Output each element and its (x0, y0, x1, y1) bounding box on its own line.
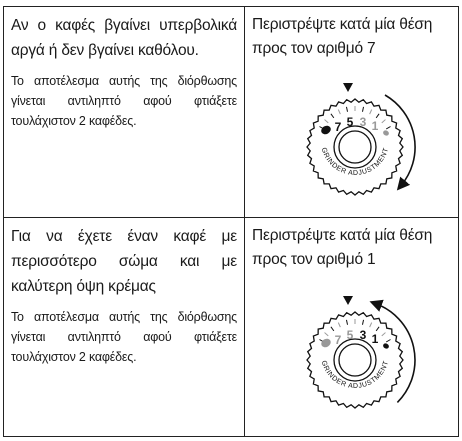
dial-tick (330, 113, 335, 119)
dial-knob (338, 130, 372, 164)
dial-tick (385, 339, 391, 343)
rotation-arrow (369, 299, 416, 403)
problem-cell: Αν ο καφές βγαίνει υπερβολικά αργά ή δεν… (3, 6, 245, 218)
dial-tick (369, 109, 373, 115)
dial-tick (330, 326, 335, 332)
dial-tick (375, 113, 380, 119)
fine-mark (383, 343, 389, 349)
dial-number: 3 (360, 115, 367, 129)
dial-tick (385, 126, 391, 130)
dial-tick (381, 332, 386, 337)
dial-tick (345, 106, 349, 112)
action-text: Περιστρέψτε κατά μία θέση προς τον αριθμ… (252, 227, 433, 268)
rotation-arrow (384, 94, 416, 191)
dial-tick (369, 322, 373, 328)
pointer (343, 83, 353, 92)
problem-text: Αν ο καφές βγαίνει υπερβολικά αργά ή δεν… (11, 17, 237, 59)
dial-number: 3 (360, 328, 367, 342)
note-text: Το αποτέλεσμα αυτής της διόρθωσης γίνετα… (11, 310, 237, 364)
fine-mark (383, 130, 389, 136)
coarse-mark (321, 125, 331, 135)
dial-number: 1 (372, 332, 379, 346)
pointer (343, 296, 353, 305)
problem-text: Για να έχετε έναν καφέ με περισσότερο σώ… (11, 228, 237, 295)
dial-tick (381, 119, 386, 124)
dial-number: 5 (347, 328, 354, 342)
action-text: Περιστρέψτε κατά μία θέση προς τον αριθμ… (252, 16, 433, 57)
coarse-mark (321, 338, 331, 348)
dial-tick (361, 319, 365, 325)
dial-tick (324, 119, 329, 124)
dial-tick (324, 332, 329, 337)
dial-knob (338, 343, 372, 377)
dial-gear (306, 311, 404, 409)
dial-inner-ring (333, 338, 377, 382)
dial-tick (361, 106, 365, 112)
dial-number: 1 (372, 119, 379, 133)
dial-tick (375, 326, 380, 332)
dial-tick (345, 319, 349, 325)
action-cell: Περιστρέψτε κατά μία θέση προς τον αριθμ… (244, 217, 459, 437)
dial-number: 7 (335, 120, 342, 134)
problem-cell: Για να έχετε έναν καφέ με περισσότερο σώ… (3, 217, 245, 437)
dial-inner-ring (333, 125, 377, 169)
dial-tick (337, 109, 341, 115)
action-cell: Περιστρέψτε κατά μία θέση προς τον αριθμ… (244, 6, 459, 218)
note-text: Το αποτέλεσμα αυτής της διόρθωσης γίνετα… (11, 74, 237, 128)
dial-gear (306, 98, 404, 196)
dial-number: 7 (335, 333, 342, 347)
dial-number: 5 (347, 115, 354, 129)
dial-tick (337, 322, 341, 328)
